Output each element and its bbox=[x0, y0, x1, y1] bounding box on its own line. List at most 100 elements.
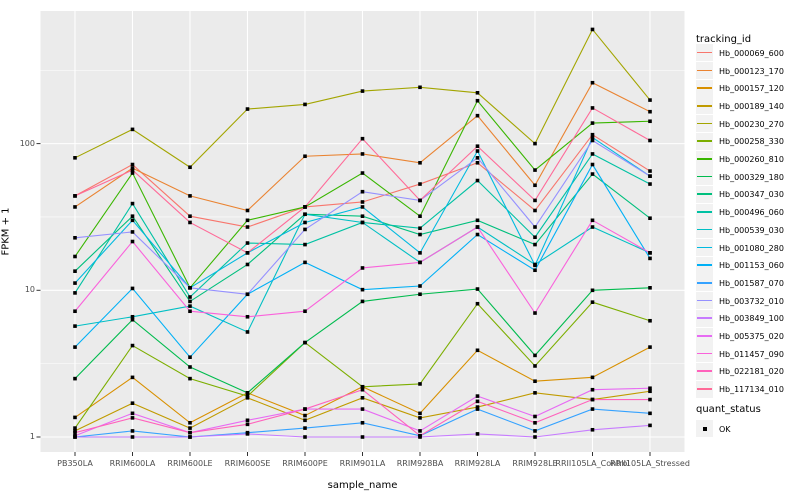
legend-label: Hb_022181_020 bbox=[719, 367, 784, 377]
data-point bbox=[418, 251, 422, 255]
data-point bbox=[130, 239, 135, 244]
data-point bbox=[590, 407, 595, 411]
data-point bbox=[360, 200, 365, 204]
data-point bbox=[418, 226, 422, 231]
x-tick-label-RRIM600PE: RRIM600PE bbox=[282, 459, 328, 468]
data-point bbox=[73, 433, 77, 438]
legend-label: Hb_005375_020 bbox=[719, 332, 784, 341]
data-point bbox=[590, 152, 595, 156]
data-point bbox=[475, 160, 480, 165]
data-point bbox=[475, 98, 480, 103]
legend-label: Hb_117134_010 bbox=[719, 385, 784, 395]
legend-label: Hb_000157_120 bbox=[719, 84, 784, 94]
data-point bbox=[475, 348, 480, 353]
x-tick-label-RRIM901LA: RRIM901LA bbox=[339, 459, 386, 468]
legend-key-swatch bbox=[696, 292, 713, 310]
legend-key-swatch bbox=[696, 221, 713, 239]
legend-label: Hb_003849_100 bbox=[719, 314, 784, 324]
data-point bbox=[245, 330, 250, 334]
data-point bbox=[188, 295, 192, 299]
legend-label: Hb_000260_810 bbox=[719, 155, 784, 164]
data-point bbox=[360, 420, 365, 425]
data-point bbox=[533, 235, 537, 240]
legend-key-line-icon bbox=[697, 211, 712, 213]
data-point bbox=[418, 198, 422, 203]
data-point bbox=[130, 314, 135, 319]
data-point bbox=[303, 212, 307, 217]
data-point bbox=[130, 435, 135, 439]
legend-key-swatch bbox=[696, 380, 713, 398]
data-point bbox=[533, 311, 537, 315]
data-point bbox=[475, 399, 480, 404]
data-point bbox=[360, 152, 365, 156]
data-point bbox=[360, 220, 365, 225]
data-point bbox=[533, 435, 537, 439]
legend-key-swatch bbox=[696, 97, 713, 115]
legend-key-line-icon bbox=[697, 335, 712, 337]
data-point bbox=[73, 426, 77, 430]
data-point bbox=[533, 353, 537, 358]
data-point bbox=[303, 154, 307, 159]
data-point bbox=[73, 324, 77, 328]
data-point bbox=[648, 182, 652, 186]
data-point bbox=[533, 414, 537, 419]
legend-key-line-icon bbox=[697, 281, 712, 284]
data-point bbox=[245, 422, 250, 427]
data-point bbox=[533, 364, 537, 368]
data-point bbox=[188, 430, 192, 435]
data-point bbox=[360, 287, 365, 292]
data-point bbox=[130, 171, 135, 175]
data-point bbox=[360, 299, 365, 304]
data-point bbox=[303, 260, 307, 265]
data-point bbox=[648, 345, 652, 349]
x-tick-label-RRIM928LA: RRIM928LA bbox=[454, 459, 501, 468]
data-point bbox=[533, 242, 537, 247]
data-point bbox=[73, 309, 77, 314]
legend-label: Hb_000258_330 bbox=[719, 137, 784, 147]
data-point bbox=[130, 218, 135, 223]
legend-label: Hb_001153_060 bbox=[719, 261, 784, 271]
data-point bbox=[245, 208, 250, 213]
legend-label: Hb_003732_010 bbox=[719, 296, 784, 306]
data-point bbox=[245, 262, 250, 267]
data-point bbox=[303, 418, 307, 423]
legend-key-swatch bbox=[696, 44, 713, 62]
data-point bbox=[245, 292, 250, 297]
data-point bbox=[475, 287, 480, 291]
legend-label: Hb_000347_030 bbox=[719, 190, 784, 200]
x-tick-label-RRII105LA_Stressed: RRII105LA_Stressed bbox=[610, 459, 690, 468]
x-tick-label-RRIM600SE: RRIM600SE bbox=[224, 459, 271, 468]
legend-label: Hb_000230_270 bbox=[719, 119, 784, 129]
legend-key-point-icon bbox=[702, 426, 707, 431]
data-point bbox=[130, 127, 135, 132]
data-point bbox=[245, 251, 250, 255]
legend-label: Hb_000189_140 bbox=[719, 101, 784, 111]
data-point bbox=[360, 214, 365, 218]
data-point bbox=[648, 411, 652, 416]
data-point bbox=[418, 160, 422, 165]
data-point bbox=[73, 430, 77, 435]
data-point bbox=[188, 420, 192, 425]
data-point bbox=[245, 432, 250, 436]
data-point bbox=[418, 284, 422, 288]
data-point bbox=[303, 426, 307, 430]
legend-key-swatch bbox=[696, 185, 713, 203]
data-point bbox=[73, 345, 77, 349]
data-point bbox=[188, 365, 192, 369]
data-point bbox=[475, 405, 480, 409]
data-point bbox=[360, 266, 365, 270]
data-point bbox=[188, 165, 192, 170]
data-point bbox=[130, 230, 135, 234]
data-point bbox=[590, 162, 595, 167]
legend-title-tracking-id: tracking_id bbox=[696, 34, 752, 45]
data-point bbox=[245, 394, 250, 398]
legend-key-line-icon bbox=[697, 69, 712, 72]
data-point bbox=[303, 220, 307, 225]
data-point bbox=[648, 216, 652, 221]
data-point bbox=[648, 119, 652, 124]
data-point bbox=[533, 391, 537, 395]
data-point bbox=[533, 263, 537, 268]
data-point bbox=[245, 418, 250, 423]
data-point bbox=[648, 318, 652, 323]
